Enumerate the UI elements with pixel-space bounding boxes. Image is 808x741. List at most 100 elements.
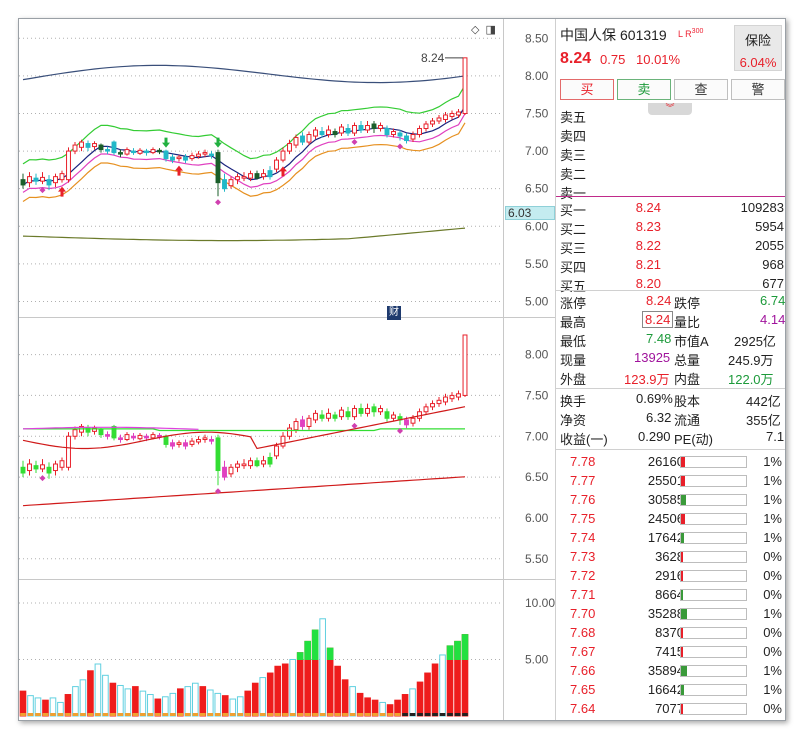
sell-row[interactable]: 卖二 [560, 163, 785, 182]
stat-outer: 123.9万 [624, 372, 670, 387]
buy-row[interactable]: 买五 8.20 677 [560, 275, 785, 294]
chart-area[interactable]: 8.50 8.00 7.50 7.00 6.50 6.00 5.50 5.00 8.24 8.00… [19, 19, 555, 720]
buy-row[interactable]: 买一 8.24 109283 [560, 199, 785, 218]
expand-chevron-icon[interactable]: ︾ [648, 103, 692, 115]
stat-outer-label: 外盘 [560, 372, 587, 387]
tick-volume-bar-fill [681, 533, 684, 543]
sell-row[interactable]: 卖四 [560, 125, 785, 144]
candle-body [254, 173, 260, 179]
sub-candle-body [20, 466, 26, 474]
candle-body [261, 173, 266, 178]
sell-row[interactable]: 卖五 [560, 106, 785, 125]
tick-price: 7.67 [570, 644, 596, 659]
stat-cur-vol-label: 现量 [560, 353, 587, 368]
panel-toggle-icon[interactable]: ◨ [485, 24, 496, 36]
volume-bar-base [147, 713, 154, 716]
volume-bar-base [199, 713, 206, 716]
stat-equity: 442亿 [746, 394, 781, 409]
price-change-pct: 10.01% [636, 52, 681, 67]
tick-row[interactable]: 7.64 7077 0% [556, 699, 785, 718]
sub-candle-body [443, 396, 448, 403]
candle-body [248, 173, 253, 179]
tick-price: 7.71 [570, 587, 596, 602]
volume-bar [132, 686, 139, 717]
sub-candle-body [287, 427, 292, 437]
tick-row[interactable]: 7.74 17642 1% [556, 528, 785, 547]
tick-price: 7.72 [570, 568, 596, 583]
tick-row[interactable]: 7.78 26160 1% [556, 452, 785, 471]
volume-bar-base [274, 713, 281, 716]
tick-price: 7.75 [570, 511, 596, 526]
volume-bar [221, 695, 229, 717]
tick-row[interactable]: 7.65 16642 1% [556, 680, 785, 699]
sub-candle-body [306, 417, 312, 427]
candle-body [118, 152, 123, 155]
tick-row[interactable]: 7.70 35288 1% [556, 604, 785, 623]
sell-row[interactable]: 卖一 [560, 182, 785, 201]
buy-level-price: 8.22 [635, 238, 661, 253]
finance-marker-icon[interactable]: 财 [387, 306, 401, 320]
sub-y-tick-label: 6.50 [525, 470, 549, 484]
stat-mcap-label: 市值A [674, 334, 709, 349]
sub-candle-body [261, 460, 266, 465]
alert-button[interactable]: 警 [731, 79, 785, 100]
volume-bar [87, 670, 94, 717]
stats-divider [556, 290, 785, 291]
tick-row[interactable]: 7.75 24506 1% [556, 509, 785, 528]
tick-volume: 30585 [647, 492, 684, 507]
sub-y-tick-label: 5.50 [525, 552, 549, 566]
volume-bar-base [140, 713, 146, 716]
volume-bar [259, 677, 267, 717]
tick-row[interactable]: 7.68 8370 0% [556, 623, 785, 642]
main-y-tick-label: 6.00 [525, 219, 549, 233]
kline-chart-svg[interactable]: 8.50 8.00 7.50 7.00 6.50 6.00 5.50 5.00 8.24 8.00… [19, 19, 555, 720]
candle-body [131, 150, 136, 154]
sector-badge[interactable]: 保险 6.04% [734, 25, 782, 71]
buy-row[interactable]: 买二 8.23 5954 [560, 218, 785, 237]
volume-bar [214, 692, 222, 717]
stock-flag-sup: 300 [691, 28, 704, 35]
tick-row[interactable]: 7.72 2916 0% [556, 566, 785, 585]
sell-level-label: 卖五 [560, 110, 587, 125]
stat-vol-ratio-label: 量比 [674, 315, 701, 330]
main-y-tick-label: 7.00 [525, 144, 549, 158]
sub-candle-body [228, 466, 234, 475]
diamond-marker-icon [351, 139, 358, 146]
volume-bar-base [447, 713, 453, 716]
tick-volume: 35288 [647, 606, 684, 621]
volume-bar-base [87, 713, 94, 716]
tick-volume: 26160 [647, 454, 684, 469]
buy-level-label: 买二 [560, 222, 587, 237]
buy-button[interactable]: 买 [560, 79, 614, 100]
tick-row[interactable]: 7.77 25501 1% [556, 471, 785, 490]
volume-bar-base [65, 713, 71, 716]
tick-row[interactable]: 7.66 35894 1% [556, 661, 785, 680]
tick-row[interactable]: 7.71 8664 0% [556, 585, 785, 604]
volume-bar-base [439, 713, 446, 716]
volume-bar [124, 688, 132, 717]
volume-bar-base [312, 713, 318, 716]
tick-volume: 8664 [655, 587, 684, 602]
tick-row[interactable]: 7.76 30585 1% [556, 490, 785, 509]
sub-candle-body [410, 417, 416, 424]
volume-bar-base [50, 713, 56, 716]
buy-row[interactable]: 买四 8.21 968 [560, 256, 785, 275]
query-button[interactable]: 查 [674, 79, 728, 100]
tick-row[interactable]: 7.73 3628 0% [556, 547, 785, 566]
tick-row[interactable]: 7.67 7415 0% [556, 642, 785, 661]
sell-button[interactable]: 卖 [617, 79, 671, 100]
tick-price: 7.68 [570, 625, 596, 640]
volume-bar-overlay [454, 640, 461, 660]
buy-level-price: 8.23 [635, 219, 661, 234]
stat-pe-label: PE(动) [674, 432, 714, 447]
volume-bar-base [454, 713, 461, 716]
candle-body [365, 125, 370, 131]
sell-level-label: 卖四 [560, 129, 587, 144]
candle-body [326, 129, 331, 136]
sell-row[interactable]: 卖三 [560, 144, 785, 163]
sub-candle-body [384, 411, 390, 419]
tick-pct: 1% [763, 492, 782, 507]
diamond-icon[interactable]: ◇ [471, 24, 480, 36]
buy-row[interactable]: 买三 8.22 2055 [560, 237, 785, 256]
candle-body [144, 150, 149, 154]
